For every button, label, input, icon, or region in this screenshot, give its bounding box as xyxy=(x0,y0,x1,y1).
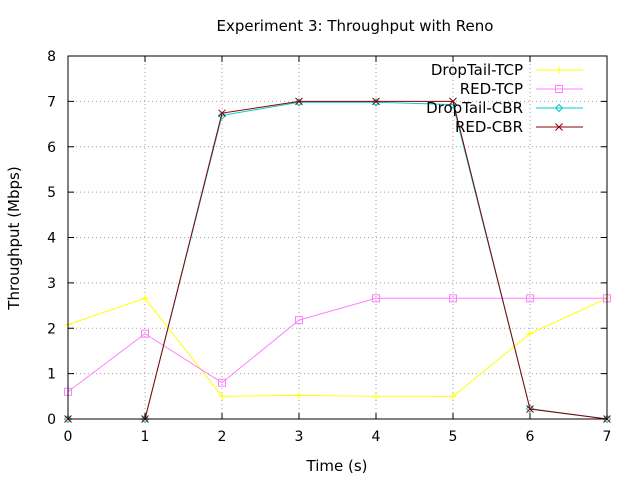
legend-label: RED-CBR xyxy=(455,118,523,136)
y-tick-label: 8 xyxy=(47,49,56,65)
x-tick-label: 5 xyxy=(449,429,458,445)
series-droptail-tcp xyxy=(64,294,611,400)
legend-label: DropTail-TCP xyxy=(431,61,523,79)
square-marker xyxy=(449,294,457,303)
x-tick-label: 6 xyxy=(526,429,535,445)
x-tick-label: 1 xyxy=(141,429,150,445)
data-point xyxy=(449,97,457,106)
diamond-marker xyxy=(554,103,564,113)
series-line xyxy=(68,100,608,420)
cross-marker xyxy=(449,97,457,106)
x-tick-label: 0 xyxy=(64,429,73,445)
y-tick-label: 4 xyxy=(47,231,56,247)
y-tick-label: 1 xyxy=(47,367,56,383)
grid-layer xyxy=(68,56,607,419)
data-point xyxy=(526,294,534,303)
data-point xyxy=(218,392,226,400)
cross-marker xyxy=(526,405,534,413)
x-tick-label: 4 xyxy=(372,429,381,445)
square-marker xyxy=(526,294,534,303)
data-point xyxy=(295,391,303,399)
data-point xyxy=(295,316,303,325)
series-red-tcp xyxy=(64,294,611,396)
data-point xyxy=(555,66,563,74)
legend-entry: DropTail-CBR xyxy=(426,99,583,117)
diamond-marker xyxy=(140,414,150,424)
data-point xyxy=(218,378,226,387)
data-point xyxy=(141,294,149,302)
data-point xyxy=(63,414,73,424)
y-axis-title: Throughput (Mbps) xyxy=(5,166,23,310)
data-point xyxy=(525,404,535,413)
data-point xyxy=(372,97,380,106)
legend-label: DropTail-CBR xyxy=(426,99,523,117)
data-point xyxy=(217,111,227,120)
data-point xyxy=(449,294,457,303)
data-point xyxy=(218,109,226,118)
x-tick-label: 2 xyxy=(218,429,227,445)
square-marker xyxy=(295,316,303,325)
data-point xyxy=(554,103,564,113)
series-line xyxy=(68,101,608,420)
x-axis-title: Time (s) xyxy=(306,457,368,475)
y-tick-label: 3 xyxy=(47,276,56,292)
series-line xyxy=(67,297,608,397)
data-point xyxy=(141,329,149,338)
data-point xyxy=(295,97,303,106)
y-tick-label: 0 xyxy=(47,412,56,428)
data-point xyxy=(449,392,457,400)
cross-marker xyxy=(555,123,563,131)
data-point xyxy=(555,85,563,93)
cross-marker xyxy=(372,97,380,106)
x-tick-label: 3 xyxy=(295,429,304,445)
series-line xyxy=(67,297,607,393)
square-marker xyxy=(555,85,563,93)
series-layer xyxy=(63,97,612,424)
data-point xyxy=(602,414,612,424)
data-point xyxy=(140,414,150,424)
data-point xyxy=(555,123,563,131)
square-marker xyxy=(141,329,149,338)
data-point xyxy=(526,330,534,338)
y-tick-label: 6 xyxy=(47,140,56,156)
data-point xyxy=(372,392,380,400)
tick-layer: 0 1 2 3 4 5 6 7 0 1 2 3 4 5 6 7 8 xyxy=(47,49,611,445)
legend-label: RED-TCP xyxy=(460,80,523,98)
legend-entry: DropTail-TCP xyxy=(431,61,583,79)
chart-title: Experiment 3: Throughput with Reno xyxy=(217,17,494,35)
square-marker xyxy=(372,294,380,303)
diamond-marker xyxy=(525,404,535,413)
diamond-marker xyxy=(63,414,73,424)
cross-marker xyxy=(295,97,303,106)
square-marker xyxy=(218,378,226,387)
diamond-marker xyxy=(602,414,612,424)
x-tick-label: 7 xyxy=(603,429,612,445)
y-tick-label: 5 xyxy=(47,185,56,201)
y-tick-label: 7 xyxy=(47,94,56,110)
diamond-marker xyxy=(217,111,227,120)
cross-marker xyxy=(218,109,226,118)
legend-entry: RED-TCP xyxy=(460,80,583,98)
data-point xyxy=(526,405,534,413)
legend-entry: RED-CBR xyxy=(455,118,583,136)
y-tick-label: 2 xyxy=(47,321,56,337)
data-point xyxy=(372,294,380,303)
